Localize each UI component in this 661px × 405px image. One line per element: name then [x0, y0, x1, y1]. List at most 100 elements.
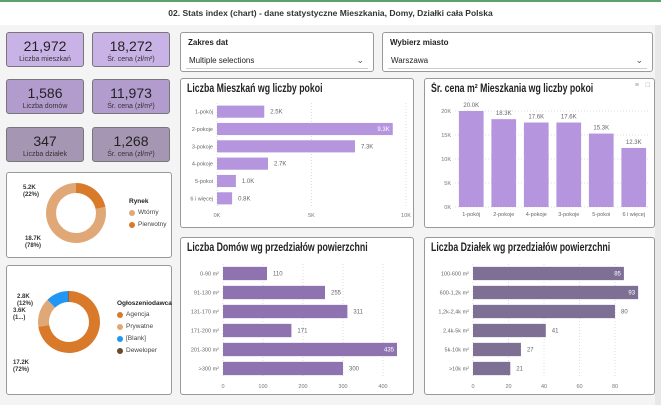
bar[interactable]	[223, 323, 292, 338]
y-tick-label: 15K	[441, 133, 451, 139]
donut-slice[interactable]	[38, 291, 100, 353]
y-category-label: 201-300 m²	[191, 348, 219, 354]
legend-item[interactable]: Pierwotny	[129, 221, 167, 228]
legend-item[interactable]: Wtórny	[129, 209, 167, 216]
kpi-card-houses-price[interactable]: 11,973 Śr. cena (zł/m²)	[92, 79, 170, 114]
bar[interactable]	[588, 133, 614, 207]
data-label: (78%)	[25, 243, 41, 249]
y-category-label: 91-130 m²	[194, 291, 219, 297]
legend-label: Agencja	[126, 311, 150, 318]
legend-dot	[129, 209, 135, 216]
donut-slice[interactable]	[76, 183, 106, 209]
bar[interactable]	[217, 122, 393, 136]
y-category-label: 5-pokoi	[195, 179, 213, 185]
chart-title: Śr. cena m² Mieszkania wg liczby pokoi	[431, 83, 594, 95]
legend: Rynek Wtórny Pierwotny	[129, 198, 167, 233]
scrollbar[interactable]	[655, 25, 661, 405]
focus-mode-icon[interactable]: □	[645, 82, 650, 89]
legend-label: Deweloper	[126, 347, 158, 354]
chevron-down-icon: ⌄	[635, 55, 643, 65]
data-label: 311	[353, 310, 363, 316]
y-category-label: 600-1,2k m²	[440, 291, 470, 297]
city-dropdown[interactable]: Warszawa ⌄	[388, 52, 647, 69]
bar[interactable]	[217, 105, 265, 118]
kpi-card-apartments-count[interactable]: 21,972 Liczba mieszkań	[6, 32, 84, 67]
legend-title: Ogłoszeniodawca	[117, 300, 172, 307]
kpi-label: Liczba domów	[22, 103, 68, 110]
y-category-label: 2,4k-5k m²	[443, 329, 469, 335]
data-label: 93	[628, 291, 635, 297]
kpi-card-houses-count[interactable]: 1,586 Liczba domów	[6, 79, 84, 114]
y-category-label: 5k-10k m²	[445, 348, 470, 354]
data-label: (12%)	[17, 301, 33, 307]
kpi-card-plots-count[interactable]: 347 Liczba działek	[6, 127, 84, 162]
bar[interactable]	[223, 266, 267, 281]
donut-slice[interactable]	[46, 183, 106, 243]
data-label: 41	[552, 329, 559, 335]
bar[interactable]	[223, 304, 348, 319]
x-tick-label: 20	[505, 384, 511, 390]
y-category-label: 0-90 m²	[200, 272, 219, 278]
kpi-label: Liczba działek	[23, 151, 67, 158]
kpi-label: Śr. cena (zł/m²)	[107, 103, 155, 110]
chart-plot: 0 20 40 60 80 100-600 m² 85 600-1,2k m² 93 1,2k-2…	[438, 264, 639, 390]
legend-item[interactable]: [Blank]	[117, 335, 172, 342]
bar[interactable]	[473, 266, 624, 281]
donut-slice[interactable]	[68, 291, 69, 303]
x-category-label: 5-pokoi	[592, 212, 610, 218]
kpi-card-apartments-price[interactable]: 18,272 Śr. cena (zł/m²)	[92, 32, 170, 67]
x-category-label: 2-pokoje	[493, 212, 514, 218]
data-label: (72%)	[13, 367, 29, 373]
donut-slice[interactable]	[47, 291, 69, 308]
bar[interactable]	[223, 342, 397, 357]
legend-item[interactable]: Deweloper	[117, 347, 172, 354]
bar[interactable]	[556, 122, 582, 207]
city-slicer: Wybierz miasto Warszawa ⌄	[382, 32, 653, 72]
bar[interactable]	[223, 285, 325, 300]
bar[interactable]	[217, 192, 233, 205]
legend-dot	[129, 221, 135, 228]
data-label: 1.0K	[242, 179, 254, 185]
dropdown-value: Warszawa	[391, 56, 429, 65]
slicer-title: Zakres dat	[188, 38, 229, 47]
data-label: 171	[297, 329, 308, 335]
donut-slice[interactable]	[38, 299, 56, 327]
y-tick-label: 5K	[444, 181, 451, 187]
bar[interactable]	[473, 323, 546, 338]
filter-icon[interactable]: ≡	[634, 82, 639, 89]
bar[interactable]	[491, 119, 517, 207]
bar[interactable]	[621, 147, 647, 207]
x-tick-label: 300	[338, 384, 347, 390]
date-range-dropdown[interactable]: Multiple selections ⌄	[186, 52, 368, 69]
bar[interactable]	[223, 361, 343, 376]
data-label: 12.3K	[626, 140, 642, 146]
legend-label: [Blank]	[126, 335, 146, 342]
data-label: (22%)	[23, 192, 39, 198]
bar[interactable]	[473, 285, 639, 300]
bar[interactable]	[217, 140, 355, 153]
dropdown-value: Multiple selections	[189, 56, 255, 65]
chart-title: Liczba Działek wg przedziałów powierzchn…	[431, 242, 611, 254]
data-label: 17.6K	[528, 115, 544, 121]
bar[interactable]	[473, 342, 521, 357]
legend: Ogłoszeniodawca Agencja Prywatne [Blank]…	[117, 300, 172, 359]
bar[interactable]	[217, 174, 236, 188]
chart-title-wrapper: Śr. cena m² Mieszkania wg liczby pokoi	[425, 79, 654, 95]
bar[interactable]	[217, 157, 269, 170]
bar[interactable]	[473, 304, 616, 319]
legend-item[interactable]: Prywatne	[117, 323, 172, 330]
kpi-card-plots-price[interactable]: 1,268 Śr. cena (zł/m²)	[92, 127, 170, 162]
kpi-value: 21,972	[23, 38, 67, 54]
chart-houses-by-area: Liczba Domów wg przedziałów powierzchni …	[180, 237, 414, 395]
bar[interactable]	[523, 122, 549, 207]
legend-dot	[117, 347, 123, 354]
bar[interactable]	[473, 361, 511, 376]
data-label: 5.2K	[23, 185, 36, 191]
kpi-value: 11,973	[110, 85, 152, 101]
chart-title-wrapper: Liczba Mieszkań wg liczby pokoi	[181, 79, 413, 95]
legend-item[interactable]: Agencja	[117, 311, 172, 318]
y-category-label: 171-200 m²	[191, 329, 219, 335]
data-label: 2.5K	[270, 110, 282, 116]
x-category-label: 1-pokój	[462, 212, 480, 218]
bar[interactable]	[458, 111, 484, 207]
